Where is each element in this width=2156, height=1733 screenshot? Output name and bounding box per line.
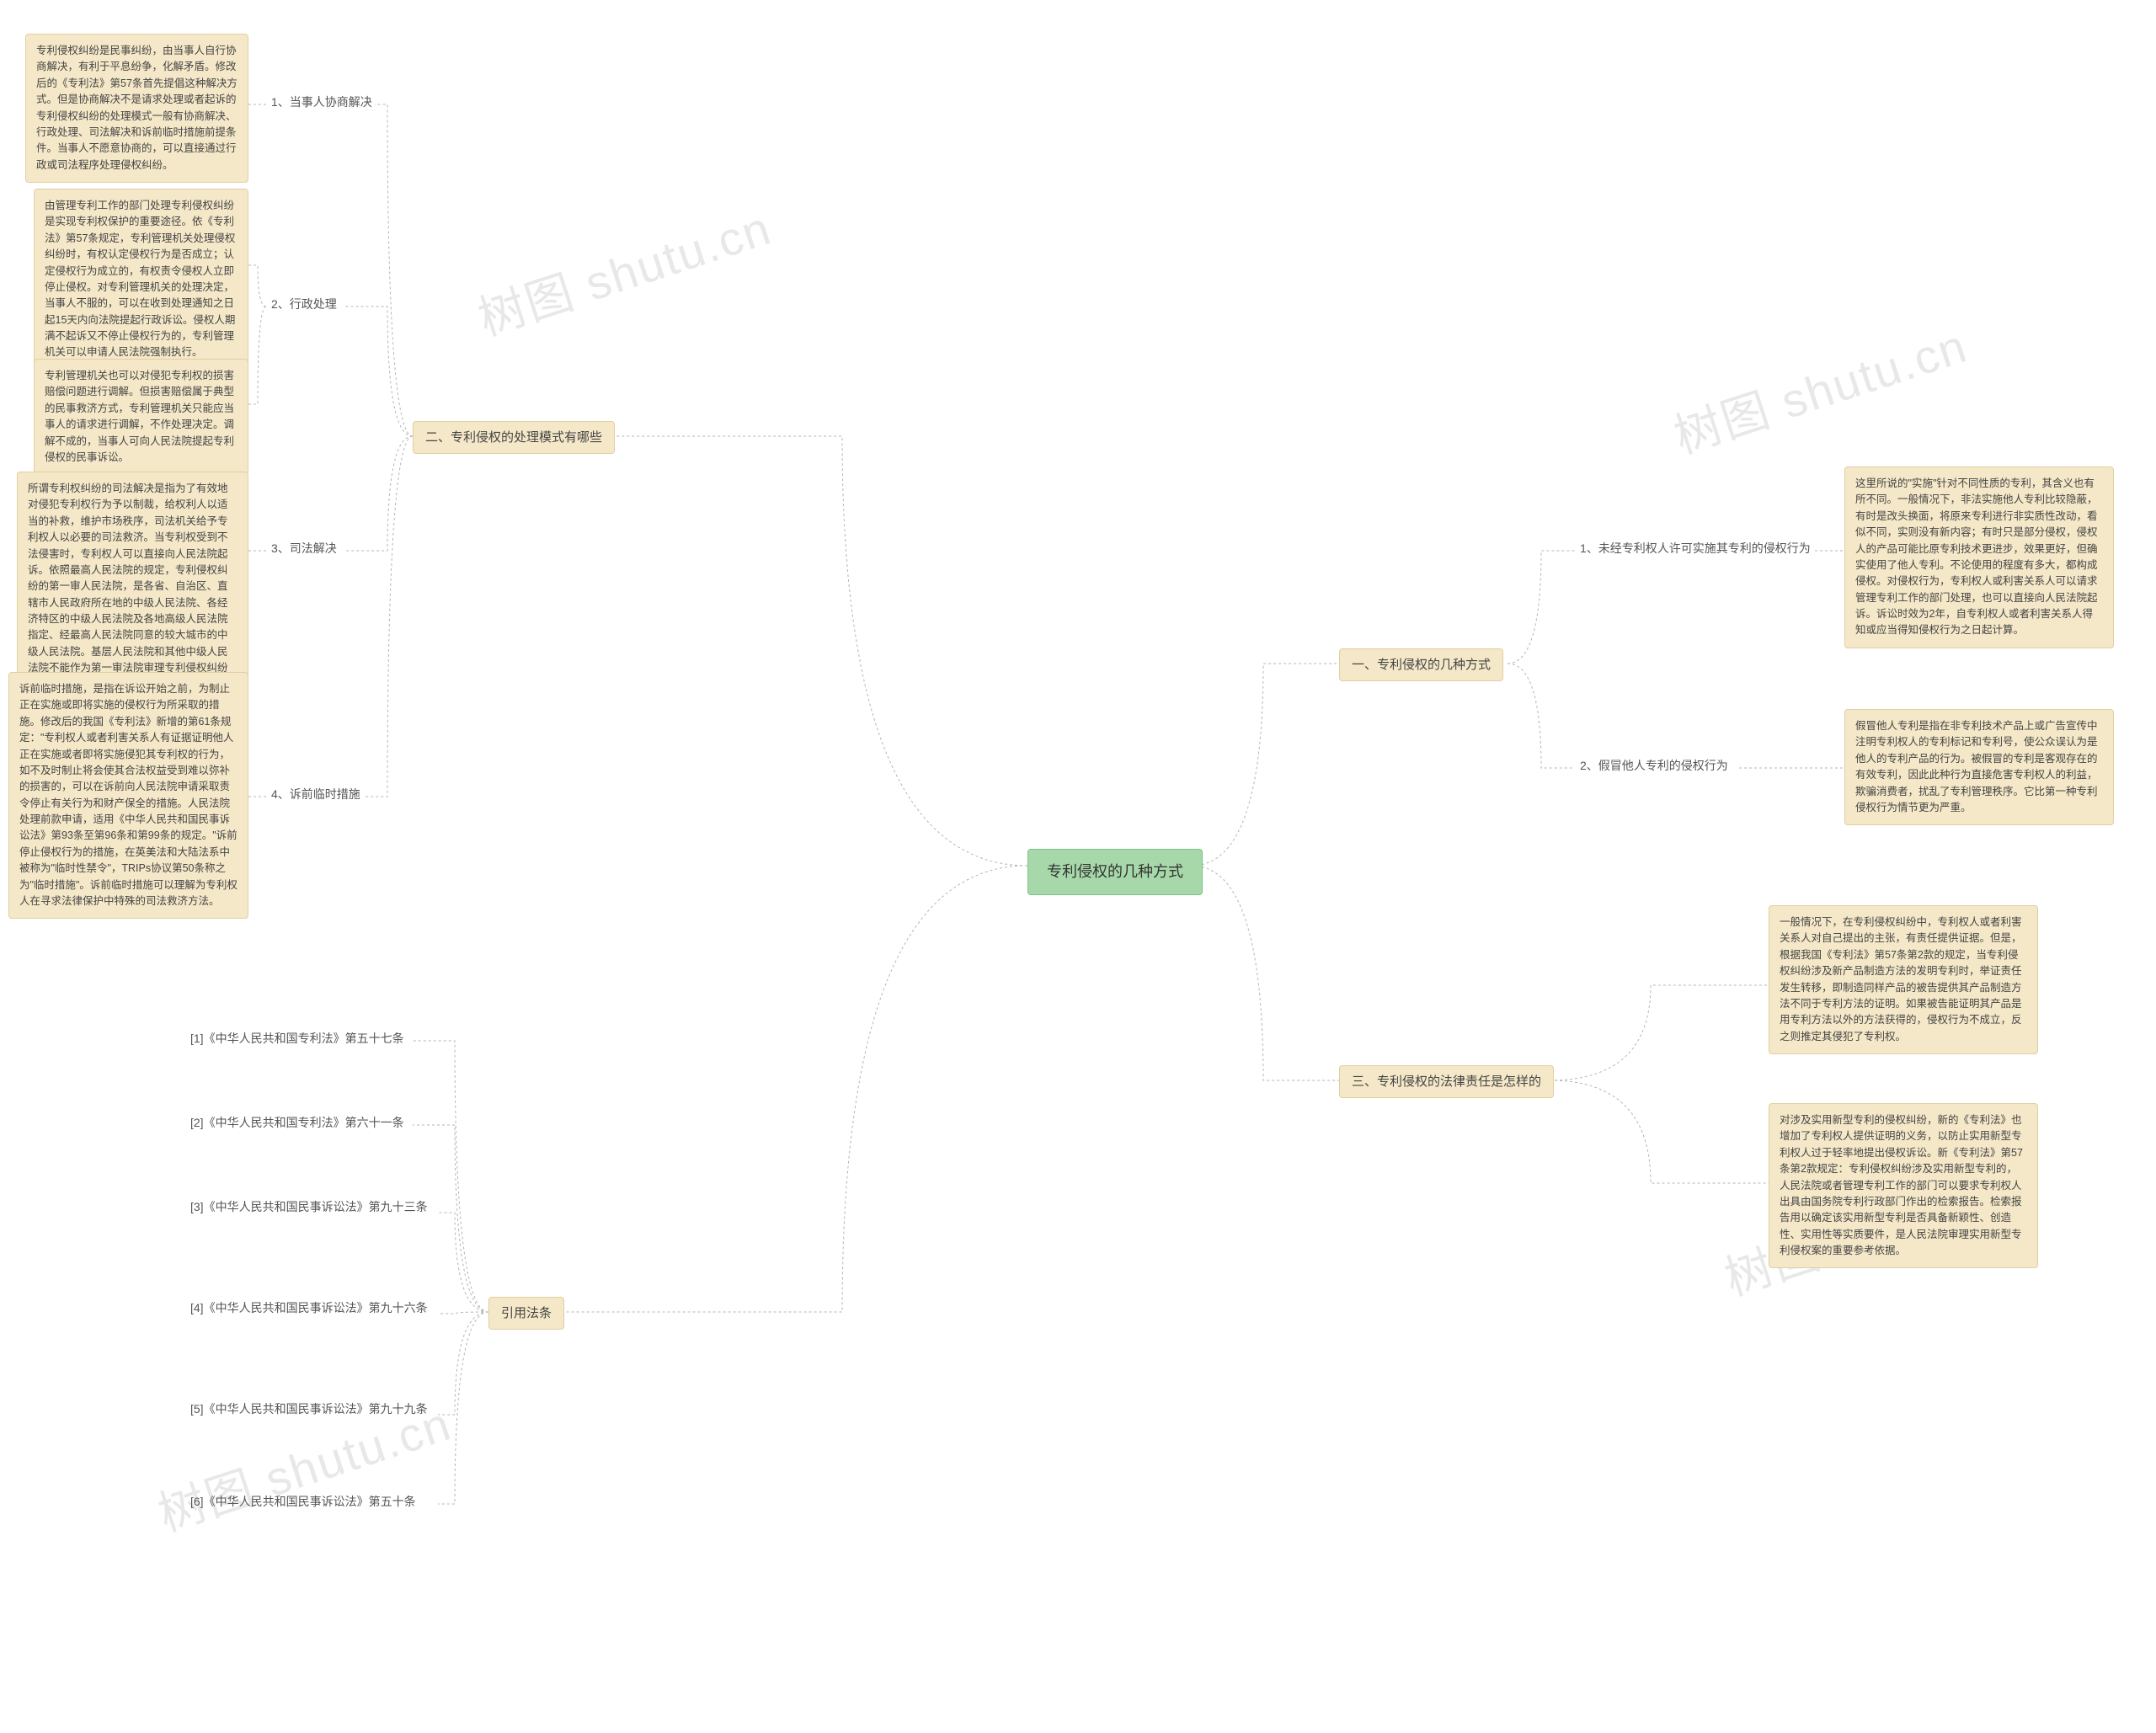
branch-left-2: 引用法条 bbox=[488, 1297, 564, 1330]
branch-right-2: 三、专利侵权的法律责任是怎样的 bbox=[1339, 1065, 1554, 1098]
branch-right-1: 一、专利侵权的几种方式 bbox=[1339, 648, 1503, 681]
leaf-l1-2: 2、行政处理 bbox=[266, 293, 342, 317]
ref-5: [5]《中华人民共和国民事诉讼法》第九十九条 bbox=[185, 1398, 438, 1421]
watermark: 树图 shutu.cn bbox=[468, 190, 779, 349]
detail-l1-2b: 专利管理机关也可以对侵犯专利权的损害赔偿问题进行调解。但损害赔偿属于典型的民事救… bbox=[34, 359, 248, 475]
detail-r1-1: 这里所说的"实施"针对不同性质的专利，其含义也有所不同。一般情况下，非法实施他人… bbox=[1844, 467, 2114, 648]
leaf-r1-1: 1、未经专利权人许可实施其专利的侵权行为 bbox=[1575, 537, 1816, 561]
leaf-r1-2: 2、假冒他人专利的侵权行为 bbox=[1575, 755, 1733, 778]
leaf-l1-4: 4、诉前临时措施 bbox=[266, 783, 366, 807]
detail-r1-2: 假冒他人专利是指在非专利技术产品上或广告宣传中注明专利权人的专利标记和专利号，使… bbox=[1844, 709, 2114, 825]
ref-3: [3]《中华人民共和国民事诉讼法》第九十三条 bbox=[185, 1196, 438, 1219]
ref-2: [2]《中华人民共和国专利法》第六十一条 bbox=[185, 1112, 413, 1135]
watermark: 树图 shutu.cn bbox=[1664, 308, 1975, 467]
leaf-l1-1: 1、当事人协商解决 bbox=[266, 91, 377, 115]
detail-l1-1: 专利侵权纠纷是民事纠纷，由当事人自行协商解决，有利于平息纷争，化解矛盾。修改后的… bbox=[25, 34, 248, 183]
detail-l1-3: 所谓专利权纠纷的司法解决是指为了有效地对侵犯专利权行为予以制裁，给权利人以适当的… bbox=[17, 472, 248, 702]
branch-left-1: 二、专利侵权的处理模式有哪些 bbox=[413, 421, 615, 454]
detail-l1-2a: 由管理专利工作的部门处理专利侵权纠纷是实现专利权保护的重要途径。依《专利法》第5… bbox=[34, 189, 248, 371]
ref-4: [4]《中华人民共和国民事诉讼法》第九十六条 bbox=[185, 1297, 438, 1320]
detail-r2-2: 对涉及实用新型专利的侵权纠纷，新的《专利法》也增加了专利权人提供证明的义务，以防… bbox=[1769, 1103, 2038, 1268]
leaf-l1-3: 3、司法解决 bbox=[266, 537, 342, 561]
ref-6: [6]《中华人民共和国民事诉讼法》第五十条 bbox=[185, 1490, 438, 1514]
ref-1: [1]《中华人民共和国专利法》第五十七条 bbox=[185, 1027, 413, 1051]
center-node: 专利侵权的几种方式 bbox=[1027, 849, 1203, 895]
detail-r2-1: 一般情况下，在专利侵权纠纷中，专利权人或者利害关系人对自己提出的主张，有责任提供… bbox=[1769, 905, 2038, 1054]
detail-l1-4: 诉前临时措施，是指在诉讼开始之前，为制止正在实施或即将实施的侵权行为所采取的措施… bbox=[8, 672, 248, 919]
